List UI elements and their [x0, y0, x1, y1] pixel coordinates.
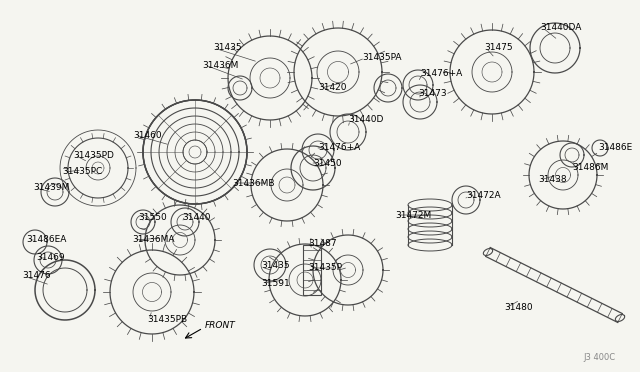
- Text: 31469: 31469: [36, 253, 65, 263]
- Text: 31440D: 31440D: [348, 115, 383, 125]
- Text: 31439M: 31439M: [33, 183, 69, 192]
- Text: 31440DA: 31440DA: [540, 23, 581, 32]
- Text: 31486M: 31486M: [572, 164, 609, 173]
- Text: 31476: 31476: [22, 272, 51, 280]
- Text: 31550: 31550: [138, 214, 167, 222]
- Text: 31476+A: 31476+A: [318, 144, 360, 153]
- Text: 31486EA: 31486EA: [26, 235, 67, 244]
- Text: 31435PD: 31435PD: [73, 151, 114, 160]
- Text: 31473: 31473: [418, 89, 447, 97]
- Text: 31486E: 31486E: [598, 144, 632, 153]
- Text: 31438: 31438: [538, 176, 566, 185]
- Text: 31435: 31435: [213, 44, 242, 52]
- Text: 31476+A: 31476+A: [420, 68, 462, 77]
- Text: 31475: 31475: [484, 44, 513, 52]
- Text: 31436MA: 31436MA: [132, 235, 175, 244]
- Text: 31436MB: 31436MB: [232, 179, 275, 187]
- Text: 31435PA: 31435PA: [362, 54, 401, 62]
- Text: 31435P: 31435P: [308, 263, 342, 273]
- Text: 31472M: 31472M: [395, 211, 431, 219]
- Text: FRONT: FRONT: [205, 321, 236, 330]
- Text: 31480: 31480: [504, 304, 532, 312]
- Text: 31450: 31450: [313, 158, 342, 167]
- Text: 31435PB: 31435PB: [147, 315, 187, 324]
- Text: 31435: 31435: [261, 260, 290, 269]
- Text: 31591: 31591: [261, 279, 290, 288]
- Text: 31435PC: 31435PC: [62, 167, 102, 176]
- Text: 31440: 31440: [182, 214, 211, 222]
- Text: J3 400C: J3 400C: [583, 353, 615, 362]
- Text: 31472A: 31472A: [466, 190, 500, 199]
- Text: 31487: 31487: [308, 238, 337, 247]
- Text: 31420: 31420: [318, 83, 346, 93]
- Text: 31436M: 31436M: [202, 61, 238, 70]
- Text: 31460: 31460: [133, 131, 162, 140]
